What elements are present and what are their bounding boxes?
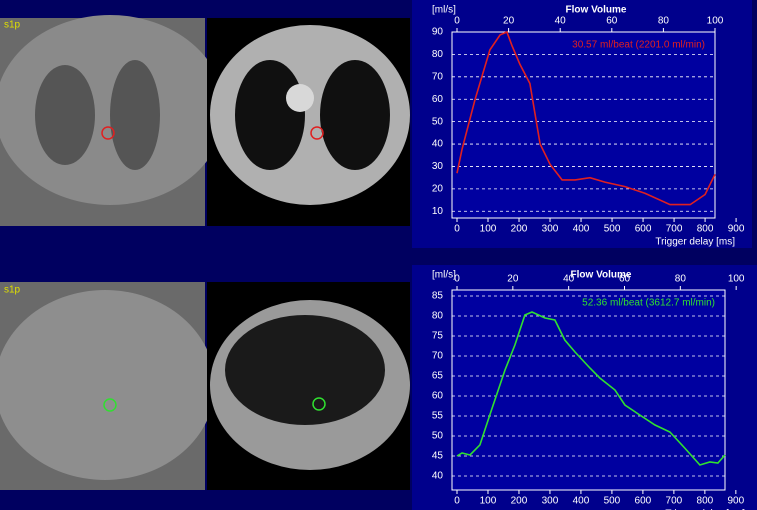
x-tick-label: 100 <box>480 496 497 507</box>
x-tick-label: 300 <box>542 496 559 507</box>
x2-tick-label: 0 <box>454 274 460 285</box>
y-tick-label: 65 <box>432 371 444 382</box>
y-tick-label: 55 <box>432 411 444 422</box>
flow-line <box>456 311 726 466</box>
chart-title: Flow Volume <box>566 5 627 16</box>
x-tick-label: 200 <box>511 224 528 235</box>
y-tick-label: 85 <box>432 291 444 302</box>
x2-tick-label: 20 <box>507 274 519 285</box>
y-tick-label: 80 <box>432 49 444 60</box>
x-tick-label: 800 <box>697 224 714 235</box>
x-axis-label: Trigger delay [ms] <box>655 237 735 248</box>
y-tick-label: 60 <box>432 391 444 402</box>
annotation: 52.36 ml/beat (3612.7 ml/min) <box>582 298 715 309</box>
y-tick-label: 70 <box>432 71 444 82</box>
x-tick-label: 900 <box>728 224 745 235</box>
y-axis-label: [ml/s] <box>432 5 456 16</box>
x-tick-label: 600 <box>635 496 652 507</box>
x-axis-label: Trigger delay [ms] <box>665 509 745 510</box>
y-tick-label: 75 <box>432 331 444 342</box>
x-tick-label: 800 <box>697 496 714 507</box>
y-tick-label: 50 <box>432 116 444 127</box>
y-tick-label: 60 <box>432 94 444 105</box>
y-tick-label: 45 <box>432 451 444 462</box>
x2-tick-label: 80 <box>675 274 687 285</box>
x-tick-label: 200 <box>511 496 528 507</box>
y-tick-label: 40 <box>432 139 444 150</box>
phase-image <box>0 15 225 226</box>
y-tick-label: 50 <box>432 431 444 442</box>
x-tick-label: 700 <box>666 496 683 507</box>
x-tick-label: 100 <box>480 224 497 235</box>
x2-tick-label: 100 <box>707 16 724 27</box>
x2-tick-label: 60 <box>619 274 631 285</box>
x2-tick-label: 20 <box>503 16 515 27</box>
x2-tick-label: 100 <box>728 274 745 285</box>
x2-tick-label: 60 <box>606 16 618 27</box>
x-tick-label: 300 <box>542 224 559 235</box>
plot-area <box>451 31 716 219</box>
y-tick-label: 70 <box>432 351 444 362</box>
x2-tick-label: 40 <box>555 16 567 27</box>
annotation: 30.57 ml/beat (2201.0 ml/min) <box>572 40 705 51</box>
flow-line <box>456 30 716 206</box>
y-tick-label: 40 <box>432 471 444 482</box>
x-tick-label: 0 <box>454 496 460 507</box>
x-tick-label: 500 <box>604 224 621 235</box>
chart-title: Flow Volume <box>571 270 632 281</box>
y-tick-label: 20 <box>432 184 444 195</box>
x-tick-label: 900 <box>728 496 745 507</box>
x-tick-label: 400 <box>573 224 590 235</box>
y-tick-label: 90 <box>432 27 444 38</box>
y-tick-label: 30 <box>432 161 444 172</box>
x-tick-label: 700 <box>666 224 683 235</box>
y-tick-label: 10 <box>432 206 444 217</box>
plot-area <box>451 289 726 491</box>
x-tick-label: 400 <box>573 496 590 507</box>
x-tick-label: 0 <box>454 224 460 235</box>
image-label: s1p <box>4 20 21 31</box>
image-label: s1p <box>4 285 21 296</box>
x2-tick-label: 40 <box>563 274 575 285</box>
magnitude-image <box>207 282 410 490</box>
x2-tick-label: 0 <box>454 16 460 27</box>
phase-image <box>0 282 215 490</box>
x-tick-label: 600 <box>635 224 652 235</box>
y-tick-label: 80 <box>432 311 444 322</box>
x-tick-label: 500 <box>604 496 621 507</box>
y-axis-label: [ml/s] <box>432 270 456 281</box>
magnitude-image <box>207 18 410 226</box>
x2-tick-label: 80 <box>658 16 670 27</box>
